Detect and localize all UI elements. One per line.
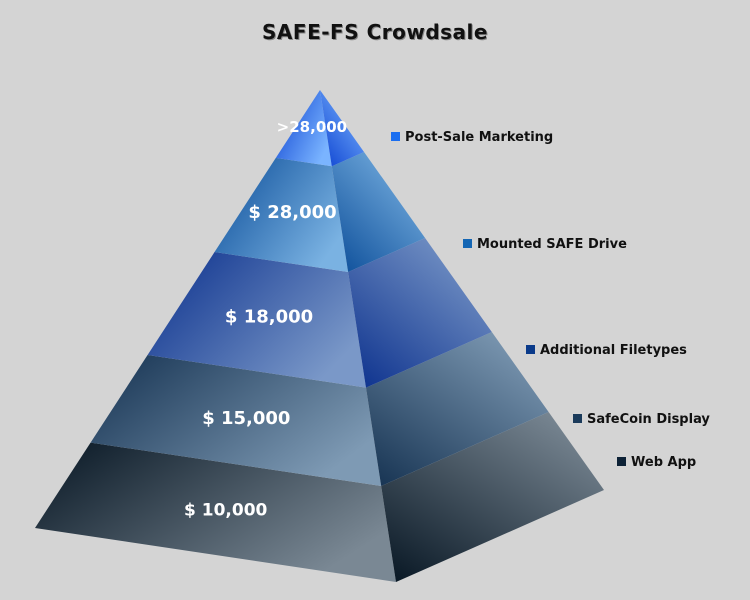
legend-swatch [391,132,400,141]
legend-swatch [526,345,535,354]
legend-label: Mounted SAFE Drive [477,237,627,252]
legend-swatch [617,457,626,466]
pyramid-segment-right-1 [381,412,604,582]
legend-swatch [573,414,582,423]
pyramid-segment-right-5 [320,90,365,167]
legend-label: Post-Sale Marketing [405,130,553,145]
legend-label: Web App [631,455,696,470]
segment-value-label: $ 28,000 [248,202,336,223]
legend-label: Additional Filetypes [540,343,687,358]
segment-value-label: >28,000 [277,118,347,136]
legend-swatch [463,239,472,248]
pyramid-segment-right-4 [331,152,426,273]
pyramid-segment-left-4 [214,157,349,273]
pyramid-segment-right-2 [365,332,549,487]
pyramid-segment-left-3 [147,252,366,388]
chart-title: SAFE-FS Crowdsale [262,20,488,44]
pyramid-segment-left-1 [35,442,396,582]
legend-label: SafeCoin Display [587,412,710,427]
pyramid-segment-left-2 [90,354,382,487]
segment-value-label: $ 15,000 [202,408,290,429]
pyramid-segment-left-5 [275,90,332,167]
segment-value-label: $ 18,000 [225,307,313,328]
pyramid-segment-right-3 [348,238,492,388]
segment-value-label: $ 10,000 [184,501,268,521]
